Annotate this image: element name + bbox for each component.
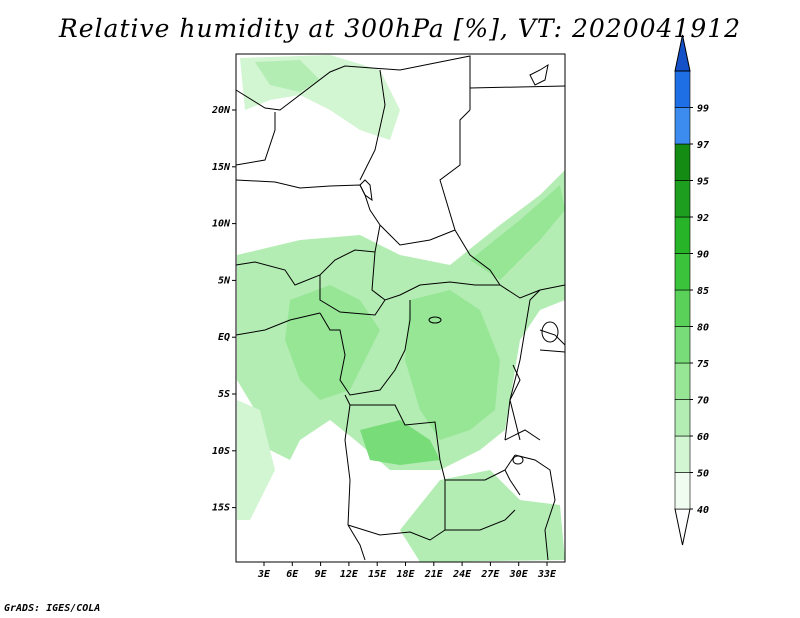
lat-tick-label: 10N [212,219,231,230]
latitude-axis: 20N 15N 10N 5N EQ 5S 10S 15S [211,105,236,514]
colorbar: 40 50 60 70 75 80 85 90 92 95 97 99 [674,34,709,546]
colorbar-segment [674,399,691,437]
map-title: Relative humidity at 300hPa [%], VT: 202… [58,14,742,43]
lat-tick-label: 15N [212,162,231,173]
humidity-area-core-east [405,290,500,440]
lat-tick-label: 15S [212,503,230,514]
lat-tick-label: 20N [211,105,231,116]
humidity-area-ne-band [470,185,565,280]
colorbar-segment [674,216,691,254]
lat-tick-label: 5N [218,275,231,286]
colorbar-segment [674,435,691,473]
lon-tick-label: 27E [480,569,500,580]
colorbar-segment [674,472,691,510]
lon-tick-label: 18E [396,569,415,580]
country-borders [235,55,566,561]
lon-tick-label: 15E [368,569,387,580]
humidity-area-south [400,470,565,562]
colorbar-label: 50 [697,469,709,480]
colorbar-segment [674,253,691,291]
humidity-area-north-b [255,60,320,92]
colorbar-segment [674,70,691,108]
colorbar-segment [674,289,691,327]
lat-tick-label: 5S [218,389,230,400]
humidity-shading [237,55,565,562]
colorbar-top-arrow [674,34,691,72]
lat-tick-label: EQ [218,332,230,343]
colorbar-label: 40 [697,505,709,516]
lon-tick-label: 21E [424,569,444,580]
longitude-axis: 3E 6E 9E 12E 15E 18E 21E 24E 27E 30E 33E [257,562,557,580]
lon-tick-label: 30E [509,569,529,580]
colorbar-segment [674,362,691,400]
colorbar-segment [674,326,691,364]
colorbar-label: 95 [697,177,709,188]
colorbar-segment [674,143,691,181]
colorbar-label: 99 [697,104,709,115]
colorbar-label: 80 [697,323,709,334]
lon-tick-label: 3E [257,569,271,580]
lon-tick-label: 6E [286,569,299,580]
grads-credit: GrADS: IGES/COLA [4,603,101,614]
colorbar-label: 60 [697,432,709,443]
colorbar-label: 92 [697,213,709,224]
colorbar-label: 70 [697,396,709,407]
lat-tick-label: 10S [212,446,230,457]
lakes [359,63,559,465]
colorbar-label: 97 [697,140,709,151]
colorbar-label: 85 [697,286,709,297]
colorbar-bottom-arrow [674,508,691,546]
humidity-area-west [237,400,275,520]
colorbar-segment [674,180,691,218]
map-frame [235,53,566,563]
colorbar-label: 75 [697,359,709,370]
lon-tick-label: 33E [537,569,557,580]
lon-tick-label: 24E [452,569,472,580]
lon-tick-label: 9E [315,569,328,580]
colorbar-label: 90 [697,250,709,261]
lon-tick-label: 12E [340,569,359,580]
humidity-area-core-south [360,420,440,465]
colorbar-segment [674,107,691,145]
